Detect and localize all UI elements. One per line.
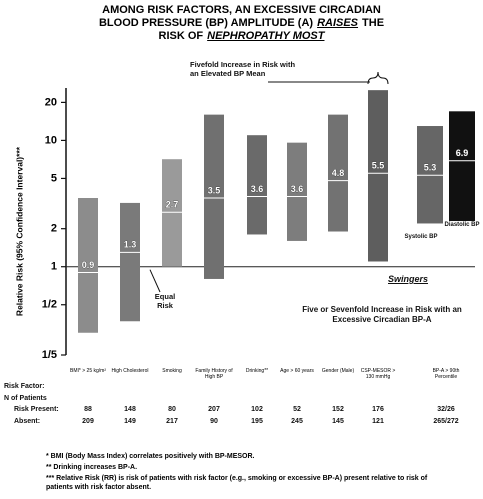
value-label: 2.7 bbox=[166, 200, 179, 210]
title-text: RAISES bbox=[317, 17, 359, 29]
annotation: Fivefold Increase in Risk with an Elevat… bbox=[190, 60, 296, 78]
table-cell: 102 bbox=[251, 406, 263, 413]
y-tick-label: 1/5 bbox=[42, 349, 57, 361]
category-label: High Cholesterol bbox=[111, 368, 149, 374]
annotation: Equal Risk bbox=[154, 292, 176, 310]
ci-bar bbox=[328, 114, 348, 232]
footnote: *** Relative Risk (RR) is risk of patien… bbox=[46, 475, 428, 491]
y-tick-label: 1 bbox=[51, 261, 57, 273]
category-label: Age > 60 years bbox=[280, 368, 314, 374]
chart-title: AMONG RISK FACTORS, AN EXCESSIVE CIRCADI… bbox=[0, 4, 483, 43]
annotation: Five or Sevenfold Increase in Risk with … bbox=[302, 305, 462, 324]
value-label: 3.5 bbox=[208, 185, 221, 195]
ci-bar bbox=[204, 114, 224, 279]
value-label: 1.3 bbox=[124, 240, 137, 250]
y-tick-label: 10 bbox=[45, 134, 57, 146]
value-label: 4.8 bbox=[332, 168, 345, 178]
table-cell: 145 bbox=[332, 418, 344, 425]
value-label: 3.6 bbox=[251, 184, 264, 194]
table-cell: 80 bbox=[168, 406, 176, 413]
value-label: 5.5 bbox=[372, 161, 385, 171]
table-section: N of Patients bbox=[4, 395, 47, 402]
ci-bar bbox=[162, 159, 182, 267]
y-tick-label: 2 bbox=[51, 223, 57, 235]
footnote: ** Drinking increases BP-A. bbox=[46, 464, 138, 471]
annotation: Systolic BP bbox=[404, 234, 438, 240]
table-cell: 209 bbox=[82, 418, 94, 425]
ci-bar bbox=[247, 135, 267, 235]
category-label: CSP-MESOR > 130 mmHg bbox=[360, 368, 396, 380]
brace bbox=[367, 71, 389, 85]
table-cell: 148 bbox=[124, 406, 136, 413]
row-label: Absent: bbox=[14, 418, 41, 425]
category-label: BMI* > 25 kg/m² bbox=[70, 368, 106, 374]
footnote: * BMI (Body Mass Index) correlates posit… bbox=[46, 453, 255, 460]
ci-bar bbox=[287, 142, 307, 241]
title-text: THE bbox=[362, 17, 385, 29]
table-cell: 195 bbox=[251, 418, 263, 425]
table-cell: 32/26 bbox=[437, 406, 455, 413]
value-label: 3.6 bbox=[291, 184, 304, 194]
y-axis-label: Relative Risk (95% Confidence Interval)*… bbox=[14, 146, 24, 316]
table-cell: 121 bbox=[372, 418, 384, 425]
category-label: Drinking** bbox=[245, 368, 269, 374]
category-label: Gender (Male) bbox=[321, 368, 355, 374]
table-cell: 207 bbox=[208, 406, 220, 413]
table-cell: 88 bbox=[84, 406, 92, 413]
category-label: Smoking bbox=[162, 368, 182, 374]
y-tick-label: 5 bbox=[51, 172, 57, 184]
table-cell: 52 bbox=[293, 406, 301, 413]
title-text: NEPHROPATHY MOST bbox=[207, 30, 325, 42]
ci-bar bbox=[368, 90, 388, 262]
table-cell: 217 bbox=[166, 418, 178, 425]
category-label: BP-A > 90th Percentile bbox=[432, 368, 460, 380]
y-tick-label: 20 bbox=[45, 96, 57, 108]
category-label: Family History of High BP bbox=[195, 368, 233, 380]
value-label: 5.3 bbox=[424, 163, 437, 173]
table-cell: 90 bbox=[210, 418, 218, 425]
annotation: Swingers bbox=[388, 274, 429, 284]
annotation: Diastolic BP bbox=[444, 222, 480, 228]
table-cell: 149 bbox=[124, 418, 136, 425]
table-cell: 152 bbox=[332, 406, 344, 413]
table-cell: 265/272 bbox=[433, 418, 459, 425]
table-cell: 245 bbox=[291, 418, 303, 425]
ci-bar bbox=[120, 202, 140, 322]
row-label: Risk Present: bbox=[14, 406, 59, 413]
table-header: Risk Factor: bbox=[4, 383, 45, 390]
arrow bbox=[149, 269, 161, 293]
title-text: AMONG RISK FACTORS, AN EXCESSIVE CIRCADI… bbox=[102, 4, 381, 16]
ci-bar bbox=[449, 111, 475, 222]
ci-bar bbox=[78, 197, 98, 333]
value-label: 6.9 bbox=[456, 148, 469, 158]
y-tick-label: 1/2 bbox=[42, 299, 57, 311]
table-cell: 176 bbox=[372, 406, 384, 413]
title-text: BLOOD PRESSURE (BP) AMPLITUDE (A) bbox=[98, 17, 314, 29]
value-label: 0.9 bbox=[82, 260, 95, 270]
title-text: RISK OF bbox=[158, 30, 204, 42]
